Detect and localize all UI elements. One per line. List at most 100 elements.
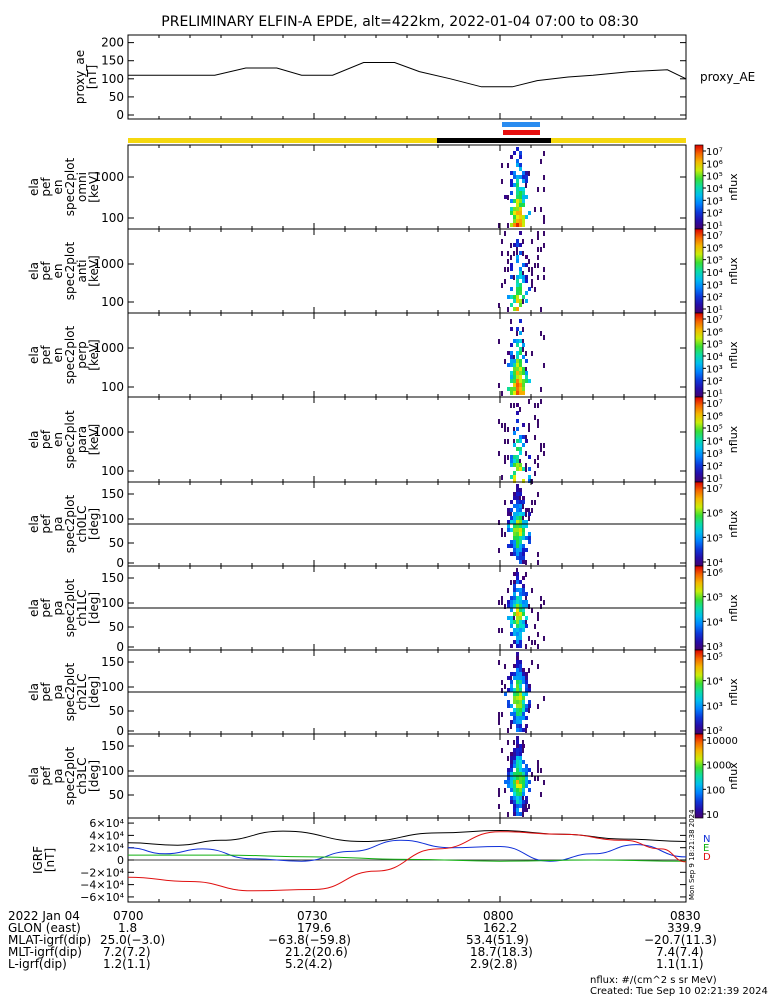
en_perp-cell [519, 339, 522, 343]
en_para-cells [498, 399, 545, 484]
footer-lshell-0: 1.2(1.1) [103, 957, 151, 971]
pa_ch0-cell [513, 492, 516, 496]
en_anti-cell [516, 255, 519, 259]
pa_ch3-cell [522, 788, 525, 792]
en_anti-cell-speck [513, 251, 515, 256]
en_anti-cell-speck [534, 287, 536, 292]
en_anti-cell-speck [507, 259, 509, 264]
en_perp-cell [519, 391, 522, 395]
pa_ch2-cell-speck [528, 668, 530, 673]
pa_ch2-cell [513, 708, 516, 712]
pa_ch2-cell [522, 700, 525, 704]
en_anti-cell [516, 259, 519, 263]
en_perp-ylabel-line: spec2plot [63, 325, 77, 384]
pa_ch0-cell-speck [528, 508, 530, 513]
en_omni-cell [519, 187, 522, 191]
pa_ch0-cell [516, 516, 519, 520]
igrf-ytick-label: −6×10⁴ [80, 891, 124, 904]
en_omni-cell [516, 179, 519, 183]
en_omni-cell-speck [543, 187, 545, 192]
pa_ch2-cell [525, 684, 528, 688]
en_perp-cell [525, 379, 528, 383]
en_anti-cell [525, 263, 528, 267]
pa_ch1-cell [519, 628, 522, 632]
en_omni-panel: 1000100elapefenspec2plotomni[keV]10⁷10⁶1… [27, 144, 740, 232]
en_para-cell-speck [519, 459, 521, 464]
en_para-cell-speck [519, 407, 521, 412]
en_perp-cell [516, 383, 519, 387]
en_perp-cell-speck [543, 335, 545, 340]
pa_ch3-cell [510, 796, 513, 800]
en_perp-cell-speck [540, 331, 542, 336]
pa_ch0-cells [498, 484, 539, 565]
pa_ch1-cell-speck [528, 604, 530, 609]
pa_ch1-cell-speck [534, 640, 536, 645]
pa_ch3-cell [519, 760, 522, 764]
science-zone-bar-yellow [128, 138, 686, 143]
en_para-cell-speck [501, 475, 503, 480]
en_perp-cell-speck [522, 339, 524, 344]
pa_ch1-cell [522, 612, 525, 616]
en_anti-cell-speck [501, 283, 503, 288]
en_anti-cell [516, 239, 519, 243]
en_omni-cell-speck [534, 207, 536, 212]
en_para-cell [510, 475, 513, 479]
pa_ch0-cell-speck [522, 504, 524, 509]
en_anti-cell [519, 287, 522, 291]
pa_ch0-cell [522, 556, 525, 560]
en_omni-cell [522, 219, 525, 223]
pa_ch3-cell-speck [513, 740, 515, 745]
pa_ch2-cell [528, 704, 531, 708]
pa_ch2-cell [519, 668, 522, 672]
pa_ch2-cell [516, 676, 519, 680]
en_para-cell [525, 439, 528, 443]
pa_ch0-ylabel-line: [deg] [87, 508, 101, 540]
en_anti-cell-speck [531, 267, 533, 272]
en_perp-cells [498, 319, 545, 396]
en_perp-cell [516, 387, 519, 391]
pa_ch1-cell-speck [498, 628, 500, 633]
pa_ch0-cell-speck [510, 512, 512, 517]
en_perp-panel: 1000100elapefenspec2plotperp[keV]10⁷10⁶1… [27, 312, 740, 400]
en_anti-ylabel-line: en [51, 264, 65, 279]
pa_ch0-cell [519, 556, 522, 560]
en_omni-colorbar-label: 10² [706, 209, 723, 220]
en_omni-cell [516, 203, 519, 207]
en_anti-cell [516, 291, 519, 295]
en_perp-cell [519, 371, 522, 375]
footer-label-mlat: MLAT-igrf(dip) [8, 933, 92, 947]
pa_ch3-cell [513, 748, 516, 752]
pa_ch1-cell-speck [507, 588, 509, 593]
en_anti-cell [519, 243, 522, 247]
pa_ch1-cell-speck [543, 600, 545, 605]
igrf-legend-D: D [703, 852, 711, 863]
pa_ch3-colorbar-title-wrap: nflux [727, 762, 740, 790]
pa_ch0-cell [522, 524, 525, 528]
en_anti-cell-speck [537, 231, 539, 236]
en_para-cell [516, 463, 519, 467]
en_omni-cell [522, 195, 525, 199]
pa_ch3-cell [510, 768, 513, 772]
pa_ch2-cell [522, 728, 525, 732]
pa_ch3-cell-speck [498, 788, 500, 793]
en_para-cell [513, 431, 516, 435]
pa_ch3-cell-speck [540, 792, 542, 797]
en_omni-cell-speck [540, 207, 542, 212]
en_para-cell-speck [498, 451, 500, 456]
pa_ch1-cell [516, 572, 519, 576]
pa_ch0-cell [516, 508, 519, 512]
pa_ch3-cell-speck [537, 764, 539, 769]
pa_ch2-cell [528, 688, 531, 692]
pa_ch1-cell [510, 604, 513, 608]
en_omni-colorbar-label: 10⁶ [706, 159, 723, 170]
pa_ch3-cell [519, 748, 522, 752]
pa_ch0-cell [516, 504, 519, 508]
pa_ch2-cell [516, 692, 519, 696]
pa_ch1-cell [513, 600, 516, 604]
en_perp-colorbar-label: 10¹ [706, 389, 723, 400]
pa_ch0-cell [519, 532, 522, 536]
pa_ch2-cell [519, 712, 522, 716]
footer-glon-3: 339.9 [667, 921, 702, 935]
pa_ch3-cell [507, 784, 510, 788]
